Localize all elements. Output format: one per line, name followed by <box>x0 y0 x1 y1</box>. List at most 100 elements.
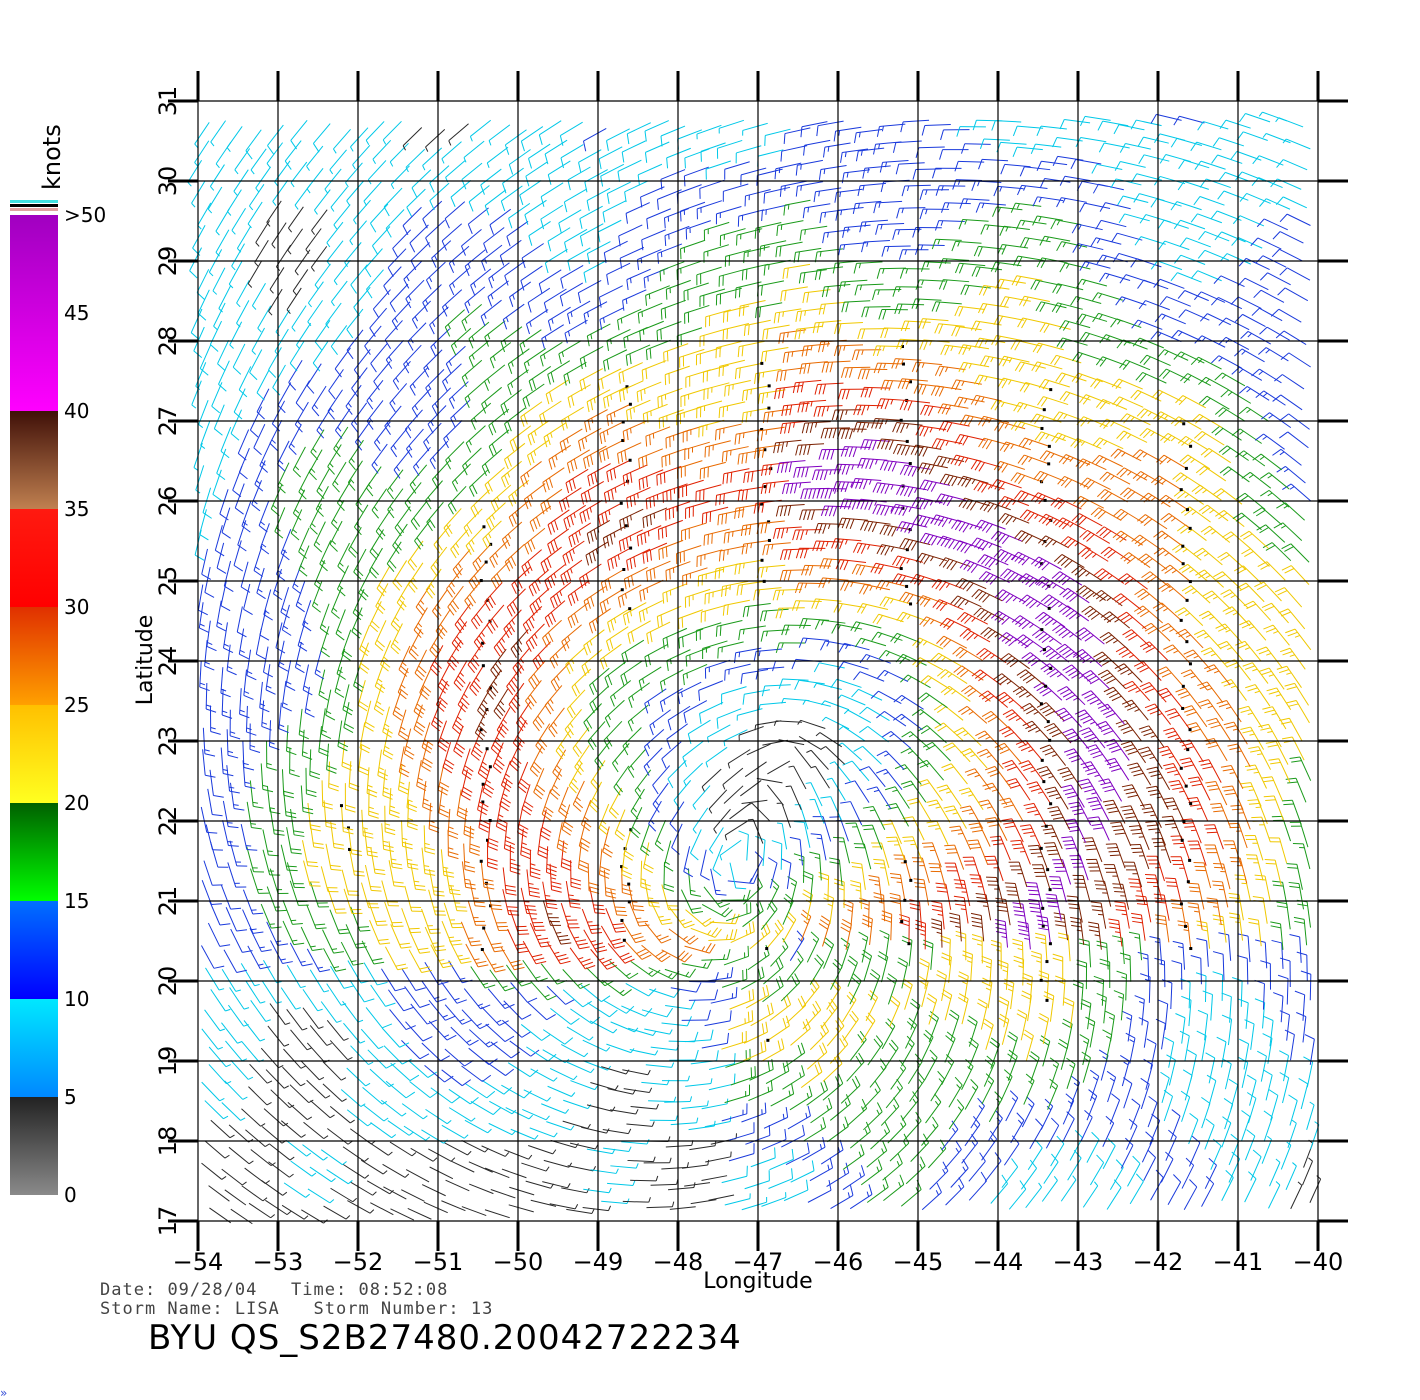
wind-barb <box>228 1146 254 1165</box>
wind-barb <box>719 839 742 861</box>
wind-barb <box>1269 1158 1281 1187</box>
wind-barb <box>1218 317 1250 331</box>
wind-barb <box>1188 776 1211 801</box>
wind-barb <box>1018 760 1046 784</box>
wind-barb <box>1250 237 1282 250</box>
wind-barb <box>1145 874 1163 901</box>
wind-barb <box>990 530 1023 545</box>
wind-barb <box>682 663 708 686</box>
wind-barb <box>821 716 850 730</box>
wind-barb <box>610 1163 639 1169</box>
wind-barb <box>490 484 512 512</box>
wind-barb <box>256 369 270 401</box>
wind-barb <box>340 1089 366 1107</box>
wind-barb <box>282 900 303 925</box>
wind-barb <box>1218 932 1232 961</box>
wind-barb <box>862 165 891 179</box>
wind-barb <box>393 449 411 479</box>
wind-barb <box>1199 178 1231 189</box>
wind-barb <box>326 983 347 1006</box>
wind-barb <box>222 820 239 847</box>
wind-barb <box>837 661 869 671</box>
wind-barb <box>558 340 582 365</box>
wind-barb <box>403 728 415 760</box>
wind-barb <box>1231 237 1263 249</box>
wind-barb <box>718 269 745 287</box>
wind-barb <box>1178 159 1210 170</box>
wind-barb <box>798 736 822 751</box>
wind-barb <box>738 830 749 861</box>
wind-barb <box>1254 874 1271 902</box>
wind-barb <box>1213 863 1231 890</box>
wind-barb <box>765 1060 790 1085</box>
wind-barb <box>1079 261 1111 271</box>
wind-barb <box>509 1186 535 1196</box>
wind-barb <box>316 468 330 499</box>
wind-barb <box>741 1196 768 1211</box>
wind-barb <box>1119 952 1132 982</box>
wind-barb <box>1188 882 1205 910</box>
wind-barb <box>503 822 516 853</box>
wind-barb <box>479 859 495 890</box>
wind-barb <box>1141 571 1171 589</box>
wind-barb <box>762 976 784 1003</box>
wind-barb <box>1302 1157 1313 1186</box>
wind-barb <box>205 824 223 851</box>
wind-barb <box>1023 1029 1034 1061</box>
wind-barb <box>1157 494 1190 512</box>
x-tick-label: −41 <box>1213 1248 1264 1276</box>
wind-barb <box>423 422 442 452</box>
wind-barb <box>822 1073 844 1101</box>
wind-barb <box>648 800 662 832</box>
wind-barb <box>288 359 303 391</box>
wind-barb <box>1238 705 1263 729</box>
wind-barb <box>1052 411 1084 422</box>
wind-barb <box>1091 292 1123 302</box>
wind-barb <box>1163 762 1188 788</box>
wind-barb <box>790 1160 815 1183</box>
wind-barb <box>382 120 402 145</box>
wind-barb <box>1129 1173 1144 1205</box>
wind-barb <box>830 1185 854 1210</box>
wind-barb <box>298 545 310 577</box>
wind-barb <box>964 1079 979 1110</box>
wind-barb <box>1158 582 1189 602</box>
wind-barb <box>1057 686 1086 706</box>
wind-barb <box>1211 880 1229 908</box>
wind-barb <box>251 283 266 310</box>
wind-barb <box>696 400 723 419</box>
wind-barb <box>528 220 551 246</box>
wind-barb <box>919 675 951 690</box>
wind-barb <box>1236 582 1265 603</box>
wind-barb <box>900 747 929 768</box>
wind-barb <box>484 1060 515 1076</box>
wind-barb <box>772 660 802 672</box>
wind-barb <box>645 285 670 306</box>
wind-barb <box>810 765 830 789</box>
wind-barb <box>564 708 582 739</box>
wind-barb <box>990 261 1022 273</box>
wind-barb <box>401 908 422 934</box>
wind-barb <box>1235 640 1262 662</box>
wind-barb <box>330 965 355 989</box>
wind-barb <box>705 1151 732 1163</box>
wind-barb <box>1125 1032 1136 1064</box>
wind-barb <box>669 801 685 832</box>
wind-barb <box>621 1005 653 1017</box>
wind-barb <box>353 504 369 536</box>
wind-barb <box>683 762 703 786</box>
wind-barb <box>529 922 552 948</box>
wind-barb <box>750 1002 774 1027</box>
wind-barb <box>285 1139 312 1157</box>
wind-barb <box>450 327 472 356</box>
wind-barb <box>959 805 984 829</box>
wind-barb <box>977 799 1002 823</box>
wind-barb <box>806 1079 829 1106</box>
wind-barb <box>327 1128 353 1145</box>
wind-barb <box>225 907 248 932</box>
wind-barb <box>809 1157 834 1182</box>
wind-barb <box>1193 196 1225 206</box>
wind-barb <box>445 1179 470 1192</box>
x-tick-label: −49 <box>573 1248 624 1276</box>
wind-barb <box>948 1009 960 1041</box>
